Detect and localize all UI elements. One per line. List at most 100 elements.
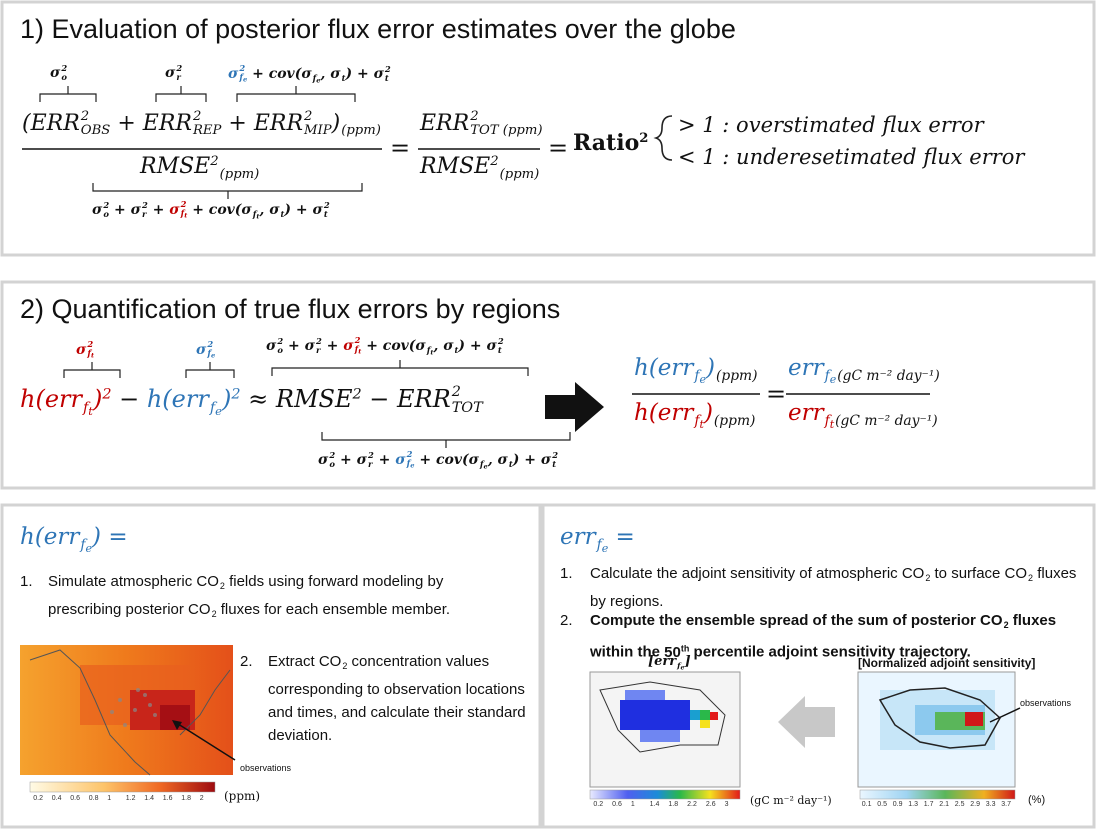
term-sub: ft (694, 412, 704, 431)
list-text: Extract CO2 concentration values corresp… (268, 650, 528, 747)
denominator: h(errft)(ppm) (634, 400, 755, 431)
term-base: err (560, 524, 596, 550)
term-sub: 2 (1003, 620, 1009, 631)
term-base: ERR (253, 110, 304, 136)
math-term: 2 (341, 653, 347, 671)
colorbar-tick: 2.2 (687, 801, 697, 808)
text-run: fluxes by regions. (590, 565, 1077, 611)
term-sub2: t (184, 211, 188, 220)
term-sub: 2 (211, 609, 217, 620)
term-sub: ft (82, 400, 93, 418)
numerator: (ERR 2 OBS + ERR 2 REP + ERR 2 MIP)(ppm) (22, 110, 381, 139)
list-text: Simulate atmospheric CO2 fields using fo… (48, 570, 518, 626)
equals: = (390, 134, 411, 162)
math-term: 50th (664, 643, 689, 661)
term-sub: t (323, 208, 328, 219)
term-sup: 2 (406, 449, 413, 459)
colorbar-tick: 0.9 (892, 801, 903, 808)
sup-sub: 2 OBS (81, 110, 111, 138)
math-term: 2 (211, 601, 217, 620)
term-sup: 2 (210, 154, 219, 170)
term-base: h(err (634, 355, 694, 381)
text-run: , σ (320, 65, 341, 82)
math-term: (ppm) (219, 154, 260, 182)
term-sub2: e (85, 541, 93, 555)
math-term: h(err (20, 524, 79, 550)
math-term: σ 2 ft (169, 200, 188, 220)
term-sub2: t (90, 351, 95, 360)
text-run: ) (331, 110, 341, 136)
colorbar-tick: 2.6 (705, 801, 716, 808)
math-term: σ 2 fe (228, 64, 247, 83)
term-base: RMSE (140, 154, 211, 179)
term-base: σ (356, 451, 367, 468)
term-base: ) = (92, 524, 128, 550)
term-sup: 2 (323, 199, 330, 210)
numerator: h(errfe)(ppm) (634, 355, 758, 386)
term-sup: 2 (352, 386, 362, 403)
math-term: ft (426, 338, 434, 357)
map-title: [Normalized adjoint sensitivity] (858, 656, 1036, 670)
term-sub: TOT (451, 399, 483, 416)
term-base: ) (92, 385, 103, 413)
text-run: − (111, 385, 147, 413)
term-sup: 2 (497, 335, 504, 346)
term-base: = (608, 524, 635, 550)
sup-sub: 2 fe (207, 340, 215, 360)
ppm-map (20, 645, 236, 793)
math-term: RMSE2 (276, 385, 362, 413)
term-sub: (ppm) (341, 123, 381, 139)
term-sup: 2 (61, 63, 68, 73)
term-sub: ft (180, 207, 188, 220)
term-sup: 2 (103, 199, 110, 210)
term-sub: fe (694, 367, 707, 386)
term-base: 50 (664, 643, 681, 661)
math-term: ft (693, 400, 704, 431)
term-sub: t (552, 458, 557, 469)
colorbar-tick: 0.1 (861, 801, 872, 808)
math-term: fe (479, 452, 488, 471)
term-sub: ft (824, 412, 835, 431)
math-term: t (508, 452, 513, 469)
text-run: − (361, 385, 398, 413)
colorbar-tick: 2.9 (970, 801, 980, 808)
sup-sub: 2 fe (407, 450, 415, 470)
term-sup: 2 (80, 109, 90, 124)
term-base: h(err (20, 385, 82, 413)
term-sub: t (454, 344, 459, 355)
text-run: + cov(σ (187, 201, 252, 218)
math-term: h(err (20, 385, 82, 413)
term-sub: ft (87, 347, 95, 360)
math-term: ERR 2 TOT (ppm) (420, 110, 542, 138)
term-sup: 2 (329, 449, 336, 460)
case: > 1 : overstimated flux error (678, 113, 984, 137)
text-run: + (283, 337, 305, 354)
math-term: )2 (222, 385, 241, 413)
term-sub: 2 (219, 581, 225, 592)
term-sub2: t (256, 212, 260, 221)
annotation: observations (1020, 698, 1072, 708)
term-sub: 2 (925, 573, 931, 584)
colorbar-tick: 1.3 (908, 801, 918, 808)
colorbar-ticks: 0.1 0.5 0.9 1.3 1.7 2.1 2.5 2.9 3.3 3.7 (860, 801, 1015, 811)
term-sub: (ppm) (716, 367, 758, 384)
colorbar-ticks: 0.2 0.6 1 1.4 1.8 2.2 2.6 3 (590, 801, 740, 811)
math-term: ERR 2 TOT (397, 384, 483, 416)
term-base: σ (50, 64, 61, 81)
sup-sub: 2 REP (193, 110, 221, 138)
term-sup: 2 (451, 384, 461, 401)
term-sup: 2 (367, 449, 374, 460)
term-sub: fe (80, 536, 93, 555)
term-base: err (788, 355, 824, 381)
term-sub2: t (699, 417, 704, 431)
list-number: 1. (560, 565, 573, 582)
list-number: 1. (20, 573, 33, 590)
colorbar-ticks: 0.2 0.4 0.6 0.8 1 1.2 1.4 1.6 1.8 2 (30, 795, 215, 805)
